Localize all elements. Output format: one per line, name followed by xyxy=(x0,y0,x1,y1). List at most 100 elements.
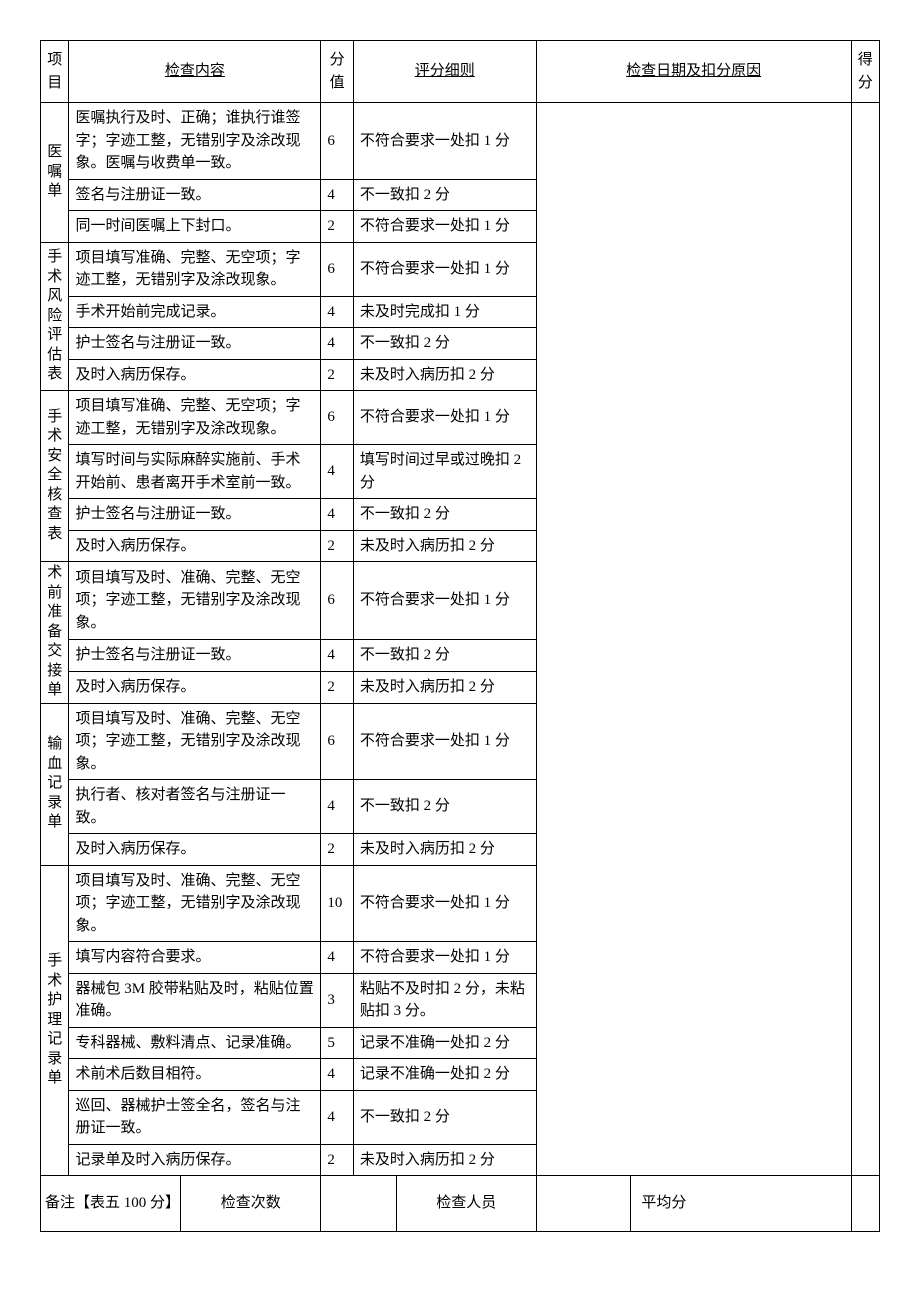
category-cell: 手术安全核查表 xyxy=(41,391,69,562)
score-cell: 2 xyxy=(321,211,354,243)
category-cell: 术前准备交接单 xyxy=(41,562,69,704)
footer-checker-label: 检查人员 xyxy=(396,1176,535,1231)
score-cell: 2 xyxy=(321,530,354,562)
score-cell: 6 xyxy=(321,391,354,445)
content-cell: 专科器械、敷料清点、记录准确。 xyxy=(69,1027,321,1059)
score-cell: 4 xyxy=(321,445,354,499)
footer-checker-value xyxy=(537,1176,631,1231)
content-cell: 项目填写及时、准确、完整、无空项；字迹工整，无错别字及涂改现象。 xyxy=(69,562,321,640)
score-cell: 2 xyxy=(321,671,354,703)
header-score: 分值 xyxy=(321,41,354,103)
content-cell: 项目填写准确、完整、无空项；字迹工整，无错别字及涂改现象。 xyxy=(69,391,321,445)
footer-average-label: 平均分 xyxy=(631,1176,851,1231)
score-cell: 4 xyxy=(321,942,354,974)
category-cell: 手术护理记录单 xyxy=(41,865,69,1176)
rule-cell: 粘贴不及时扣 2 分，未粘贴扣 3 分。 xyxy=(353,973,536,1027)
footer-note: 备注【表五 100 分】 xyxy=(41,1176,181,1231)
footer-row: 备注【表五 100 分】 检查次数 检查人员 平均分 xyxy=(41,1176,880,1232)
score-cell: 4 xyxy=(321,1059,354,1091)
score-cell: 5 xyxy=(321,1027,354,1059)
content-cell: 记录单及时入病历保存。 xyxy=(69,1144,321,1176)
content-cell: 同一时间医嘱上下封口。 xyxy=(69,211,321,243)
rule-cell: 不一致扣 2 分 xyxy=(353,328,536,360)
rule-cell: 未及时入病历扣 2 分 xyxy=(353,834,536,866)
content-cell: 填写时间与实际麻醉实施前、手术开始前、患者离开手术室前一致。 xyxy=(69,445,321,499)
content-cell: 医嘱执行及时、正确；谁执行谁签字；字迹工整，无错别字及涂改现象。医嘱与收费单一致… xyxy=(69,103,321,180)
rule-cell: 不符合要求一处扣 1 分 xyxy=(353,865,536,942)
score-cell: 4 xyxy=(321,780,354,834)
rule-cell: 不符合要求一处扣 1 分 xyxy=(353,703,536,780)
content-cell: 项目填写准确、完整、无空项；字迹工整，无错别字及涂改现象。 xyxy=(69,242,321,296)
score-cell: 4 xyxy=(321,499,354,531)
rule-cell: 不符合要求一处扣 1 分 xyxy=(353,103,536,180)
score-cell: 2 xyxy=(321,359,354,391)
rule-cell: 不符合要求一处扣 1 分 xyxy=(353,211,536,243)
content-cell: 护士签名与注册证一致。 xyxy=(69,639,321,671)
header-row: 项目 检查内容 分值 评分细则 检查日期及扣分原因 得分 xyxy=(41,41,880,103)
header-got-text: 得分 xyxy=(856,49,875,94)
content-cell: 手术开始前完成记录。 xyxy=(69,296,321,328)
content-cell: 填写内容符合要求。 xyxy=(69,942,321,974)
rule-cell: 未及时入病历扣 2 分 xyxy=(353,359,536,391)
score-cell: 4 xyxy=(321,179,354,211)
score-cell: 3 xyxy=(321,973,354,1027)
rule-cell: 不一致扣 2 分 xyxy=(353,499,536,531)
score-cell: 6 xyxy=(321,562,354,640)
rule-cell: 不一致扣 2 分 xyxy=(353,780,536,834)
score-cell: 10 xyxy=(321,865,354,942)
rule-cell: 不一致扣 2 分 xyxy=(353,1090,536,1144)
content-cell: 项目填写及时、准确、完整、无空项；字迹工整，无错别字及涂改现象。 xyxy=(69,865,321,942)
rule-cell: 记录不准确一处扣 2 分 xyxy=(353,1027,536,1059)
footer-average-value xyxy=(851,1176,879,1232)
category-cell: 输血记录单 xyxy=(41,703,69,865)
score-cell: 4 xyxy=(321,1090,354,1144)
rule-cell: 未及时入病历扣 2 分 xyxy=(353,530,536,562)
content-cell: 护士签名与注册证一致。 xyxy=(69,499,321,531)
score-cell: 6 xyxy=(321,242,354,296)
reason-cell xyxy=(536,103,851,1176)
rule-cell: 不符合要求一处扣 1 分 xyxy=(353,562,536,640)
got-score-cell xyxy=(851,103,879,1176)
header-rule: 评分细则 xyxy=(353,41,536,103)
content-cell: 术前术后数目相符。 xyxy=(69,1059,321,1091)
rule-cell: 未及时完成扣 1 分 xyxy=(353,296,536,328)
footer-check-count-label: 检查次数 xyxy=(181,1176,321,1231)
header-got: 得分 xyxy=(851,41,879,103)
content-cell: 项目填写及时、准确、完整、无空项；字迹工整，无错别字及涂改现象。 xyxy=(69,703,321,780)
content-cell: 及时入病历保存。 xyxy=(69,671,321,703)
header-score-text: 分值 xyxy=(325,49,349,94)
rule-cell: 不一致扣 2 分 xyxy=(353,639,536,671)
score-cell: 6 xyxy=(321,103,354,180)
rule-cell: 未及时入病历扣 2 分 xyxy=(353,1144,536,1176)
content-cell: 签名与注册证一致。 xyxy=(69,179,321,211)
score-cell: 6 xyxy=(321,703,354,780)
content-cell: 及时入病历保存。 xyxy=(69,834,321,866)
evaluation-table: 项目 检查内容 分值 评分细则 检查日期及扣分原因 得分 医嘱单医嘱执行及时、正… xyxy=(40,40,880,1232)
score-cell: 4 xyxy=(321,639,354,671)
rule-cell: 记录不准确一处扣 2 分 xyxy=(353,1059,536,1091)
content-cell: 护士签名与注册证一致。 xyxy=(69,328,321,360)
content-cell: 及时入病历保存。 xyxy=(69,359,321,391)
rule-cell: 不符合要求一处扣 1 分 xyxy=(353,391,536,445)
score-cell: 2 xyxy=(321,1144,354,1176)
rule-cell: 未及时入病历扣 2 分 xyxy=(353,671,536,703)
content-cell: 及时入病历保存。 xyxy=(69,530,321,562)
rule-cell: 不符合要求一处扣 1 分 xyxy=(353,942,536,974)
rule-cell: 不符合要求一处扣 1 分 xyxy=(353,242,536,296)
score-cell: 4 xyxy=(321,328,354,360)
category-cell: 手术风险评估表 xyxy=(41,242,69,391)
score-cell: 2 xyxy=(321,834,354,866)
header-category-text: 项目 xyxy=(45,49,64,94)
header-category: 项目 xyxy=(41,41,69,103)
content-cell: 巡回、器械护士签全名，签名与注册证一致。 xyxy=(69,1090,321,1144)
rule-cell: 填写时间过早或过晚扣 2 分 xyxy=(353,445,536,499)
footer-check-count-value xyxy=(321,1176,396,1231)
content-cell: 器械包 3M 胶带粘贴及时，粘贴位置准确。 xyxy=(69,973,321,1027)
rule-cell: 不一致扣 2 分 xyxy=(353,179,536,211)
score-cell: 4 xyxy=(321,296,354,328)
table-row: 医嘱单医嘱执行及时、正确；谁执行谁签字；字迹工整，无错别字及涂改现象。医嘱与收费… xyxy=(41,103,880,180)
header-reason: 检查日期及扣分原因 xyxy=(536,41,851,103)
header-content: 检查内容 xyxy=(69,41,321,103)
content-cell: 执行者、核对者签名与注册证一致。 xyxy=(69,780,321,834)
category-cell: 医嘱单 xyxy=(41,103,69,243)
